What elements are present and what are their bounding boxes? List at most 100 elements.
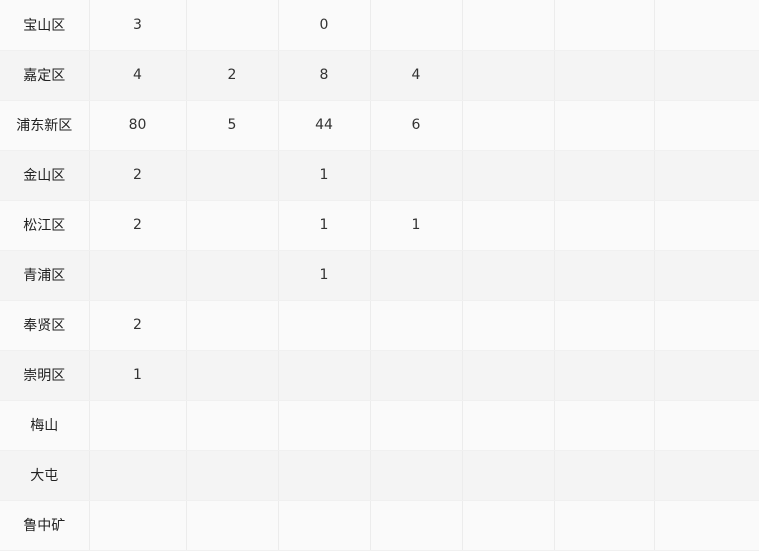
value-cell	[654, 100, 759, 151]
value-cell	[89, 400, 187, 451]
table-row: 松江区 2 1 1	[0, 200, 759, 251]
value-cell	[554, 400, 655, 451]
value-cell: 5	[186, 100, 279, 151]
value-cell: 4	[370, 50, 463, 101]
value-cell	[554, 350, 655, 401]
value-cell: 2	[89, 300, 187, 351]
district-name-cell: 宝山区	[0, 0, 90, 51]
district-name-cell: 崇明区	[0, 350, 90, 401]
district-name-cell: 浦东新区	[0, 100, 90, 151]
value-cell: 2	[89, 150, 187, 201]
value-cell	[186, 0, 279, 51]
value-cell: 4	[89, 50, 187, 101]
value-cell	[278, 300, 371, 351]
value-cell: 8	[278, 50, 371, 101]
value-cell	[278, 450, 371, 501]
value-cell: 2	[186, 50, 279, 101]
value-cell	[462, 50, 555, 101]
value-cell	[654, 0, 759, 51]
value-cell	[554, 450, 655, 501]
district-name-cell: 大屯	[0, 450, 90, 501]
value-cell	[554, 0, 655, 51]
value-cell	[554, 150, 655, 201]
value-cell	[462, 250, 555, 301]
value-cell	[462, 200, 555, 251]
value-cell	[370, 250, 463, 301]
value-cell	[462, 400, 555, 451]
value-cell	[278, 500, 371, 551]
value-cell	[654, 350, 759, 401]
value-cell	[370, 450, 463, 501]
value-cell	[654, 200, 759, 251]
value-cell	[654, 450, 759, 501]
district-name-cell: 鲁中矿	[0, 500, 90, 551]
district-name-cell: 松江区	[0, 200, 90, 251]
value-cell	[462, 300, 555, 351]
value-cell	[654, 250, 759, 301]
table-row: 嘉定区 4 2 8 4	[0, 50, 759, 101]
value-cell	[186, 450, 279, 501]
value-cell	[654, 400, 759, 451]
value-cell	[654, 300, 759, 351]
table-row: 金山区 2 1	[0, 150, 759, 201]
value-cell	[462, 450, 555, 501]
table-row: 奉贤区 2	[0, 300, 759, 351]
value-cell	[462, 500, 555, 551]
district-name-cell: 嘉定区	[0, 50, 90, 101]
value-cell	[186, 500, 279, 551]
value-cell: 1	[278, 200, 371, 251]
value-cell	[654, 500, 759, 551]
table-row: 青浦区 1	[0, 250, 759, 301]
value-cell	[186, 300, 279, 351]
value-cell	[89, 250, 187, 301]
value-cell: 1	[89, 350, 187, 401]
value-cell	[186, 250, 279, 301]
value-cell: 1	[278, 150, 371, 201]
value-cell	[462, 0, 555, 51]
value-cell: 2	[89, 200, 187, 251]
value-cell	[370, 500, 463, 551]
table-row: 浦东新区 80 5 44 6	[0, 100, 759, 151]
table-row: 鲁中矿	[0, 500, 759, 551]
value-cell	[186, 400, 279, 451]
value-cell	[370, 0, 463, 51]
value-cell: 0	[278, 0, 371, 51]
table-row: 宝山区 3 0	[0, 0, 759, 51]
district-name-cell: 金山区	[0, 150, 90, 201]
value-cell	[554, 300, 655, 351]
value-cell	[554, 250, 655, 301]
value-cell	[186, 150, 279, 201]
value-cell: 1	[278, 250, 371, 301]
district-name-cell: 奉贤区	[0, 300, 90, 351]
value-cell	[554, 200, 655, 251]
district-name-cell: 梅山	[0, 400, 90, 451]
value-cell: 1	[370, 200, 463, 251]
value-cell: 80	[89, 100, 187, 151]
value-cell	[370, 400, 463, 451]
value-cell	[370, 350, 463, 401]
table-row: 梅山	[0, 400, 759, 451]
value-cell: 3	[89, 0, 187, 51]
district-name-cell: 青浦区	[0, 250, 90, 301]
value-cell	[462, 150, 555, 201]
value-cell	[278, 350, 371, 401]
value-cell	[186, 350, 279, 401]
value-cell	[89, 450, 187, 501]
table-row: 大屯	[0, 450, 759, 501]
value-cell	[554, 100, 655, 151]
value-cell	[654, 150, 759, 201]
value-cell	[186, 200, 279, 251]
value-cell	[554, 50, 655, 101]
table-row: 崇明区 1	[0, 350, 759, 401]
value-cell	[654, 50, 759, 101]
value-cell	[554, 500, 655, 551]
value-cell: 44	[278, 100, 371, 151]
value-cell	[462, 100, 555, 151]
value-cell	[370, 150, 463, 201]
value-cell: 6	[370, 100, 463, 151]
value-cell	[278, 400, 371, 451]
value-cell	[370, 300, 463, 351]
value-cell	[462, 350, 555, 401]
